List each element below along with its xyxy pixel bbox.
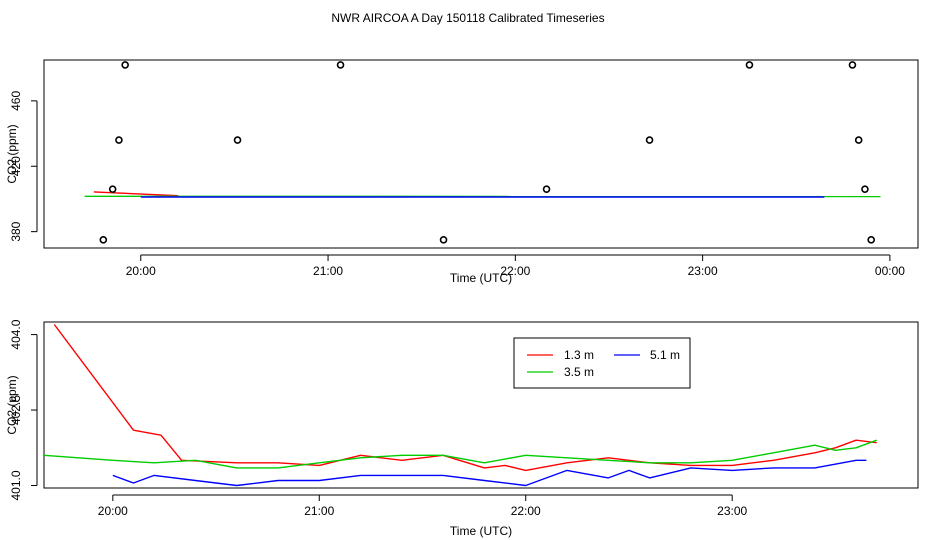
bottom-y-tick-label-404-0: 404.0	[9, 319, 23, 349]
top-y-axis: 380 420 460	[9, 91, 38, 242]
bottom-series-line-5-1-m	[112, 459, 867, 487]
bottom-x-tick-label-20-00: 20:00	[98, 504, 128, 518]
top-scatter-point-10	[745, 61, 754, 69]
bottom-x-tick-label-23-00: 23:00	[717, 504, 747, 518]
top-scatter-point-1	[99, 236, 108, 244]
top-scatter-point-11	[848, 61, 857, 69]
bottom-y-axis-label: CO2 (ppm)	[5, 375, 19, 434]
chart-title: NWR AIRCOA A Day 150118 Calibrated Times…	[331, 11, 604, 25]
top-scatter-point-4	[121, 61, 129, 69]
top-plot-frame	[43, 59, 919, 249]
top-scatter-point-13	[861, 185, 869, 193]
top-scatter-point-9	[645, 136, 654, 144]
bottom-y-axis: 401.0 402.5 404.0	[9, 319, 38, 501]
bottom-series-line-3-5-m	[43, 439, 877, 469]
top-scatter-point-2	[108, 185, 117, 193]
top-scatter-point-7	[439, 236, 448, 244]
top-x-tick-label-23-00: 23:00	[688, 264, 718, 278]
top-x-tick-label-22-00: 22:00	[500, 264, 530, 278]
bottom-series-line-1-3-m	[53, 324, 877, 472]
bottom-y-tick-label-402-5: 402.5	[9, 395, 23, 425]
top-x-axis-label: Time (UTC)	[450, 271, 512, 285]
top-series-lines	[84, 191, 881, 198]
top-scatter-point-14	[867, 236, 875, 244]
top-scatter-point-8	[542, 185, 551, 193]
top-scatter-point-6	[336, 61, 345, 69]
legend-label-3-5m: 3.5 m	[564, 365, 594, 379]
top-scatter-points	[99, 61, 875, 244]
top-series-line-1-3-m	[93, 191, 179, 197]
top-y-tick-label-380: 380	[9, 221, 23, 241]
top-x-tick-label-20-00: 20:00	[126, 264, 156, 278]
legend-label-5-1m: 5.1 m	[650, 348, 680, 362]
top-x-axis: 20:00 21:00 22:00 23:00 00:00	[126, 254, 905, 278]
top-scatter-point-12	[854, 136, 863, 144]
bottom-y-tick-label-401-0: 401.0	[9, 470, 23, 500]
bottom-x-axis: 20:00 21:00 22:00 23:00	[98, 494, 748, 518]
bottom-x-tick-label-21-00: 21:00	[304, 504, 334, 518]
legend-box	[513, 337, 691, 389]
bottom-series-lines	[43, 324, 877, 487]
top-x-tick-label-21-00: 21:00	[313, 264, 343, 278]
top-y-tick-label-460: 460	[9, 91, 23, 111]
legend-label-1-3m: 1.3 m	[564, 348, 594, 362]
bottom-x-axis-label: Time (UTC)	[450, 524, 512, 538]
top-panel: 20:00 21:00 22:00 23:00 00:00 380 420 460 Time…	[5, 59, 919, 285]
bottom-plot-frame	[43, 321, 919, 489]
top-scatter-point-5	[233, 136, 242, 144]
bottom-x-tick-label-22-00: 22:00	[511, 504, 541, 518]
bottom-panel: 20:00 21:00 22:00 23:00 401.0 402.5 404.0 Tim…	[5, 319, 919, 538]
top-y-tick-label-420: 420	[9, 156, 23, 176]
top-y-axis-label: CO2 (ppm)	[5, 124, 19, 183]
legend: 1.3 m 3.5 m 5.1 m	[513, 337, 691, 389]
top-x-tick-label-00-00: 00:00	[875, 264, 905, 278]
top-scatter-point-3	[115, 136, 123, 144]
